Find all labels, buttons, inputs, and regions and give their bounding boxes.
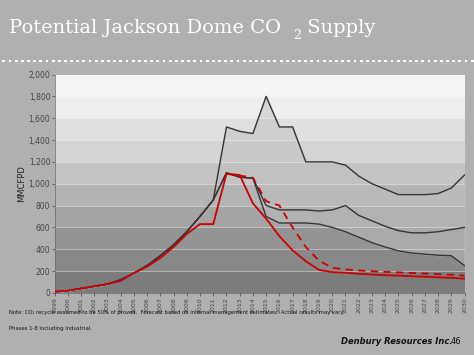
Bar	[55, 75, 465, 97]
Text: Supply: Supply	[301, 20, 376, 37]
Bar	[55, 162, 465, 184]
Text: Denbury Resources Inc.: Denbury Resources Inc.	[341, 337, 453, 346]
Text: 2: 2	[293, 29, 301, 42]
Bar	[55, 271, 465, 293]
Bar	[55, 118, 465, 140]
Bar	[55, 140, 465, 162]
Y-axis label: MMCFPD: MMCFPD	[17, 165, 26, 202]
Bar	[55, 96, 465, 118]
Bar	[55, 184, 465, 206]
Bar	[55, 75, 465, 97]
Bar	[55, 96, 465, 102]
Text: Potential Jackson Dome CO: Potential Jackson Dome CO	[9, 20, 282, 37]
Text: 46: 46	[450, 337, 461, 346]
Bar	[55, 228, 465, 249]
Bar	[55, 249, 465, 271]
Text: Note: CO₂ recycle assumed to be 50% of proved.  Forecast based on internal manag: Note: CO₂ recycle assumed to be 50% of p…	[9, 310, 345, 315]
Text: Phases 1-8 including industrial.: Phases 1-8 including industrial.	[9, 326, 92, 331]
Bar	[55, 206, 465, 227]
